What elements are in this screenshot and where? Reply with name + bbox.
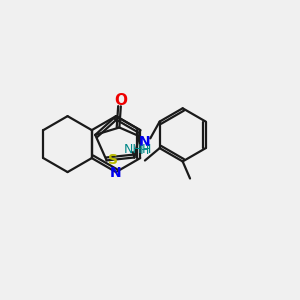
Text: ·H: ·H [139,143,152,156]
Text: NH: NH [124,143,142,156]
Text: S: S [108,153,118,167]
Text: H: H [140,144,149,157]
Text: N: N [139,135,150,149]
Text: N: N [110,166,122,180]
Text: O: O [114,93,127,108]
